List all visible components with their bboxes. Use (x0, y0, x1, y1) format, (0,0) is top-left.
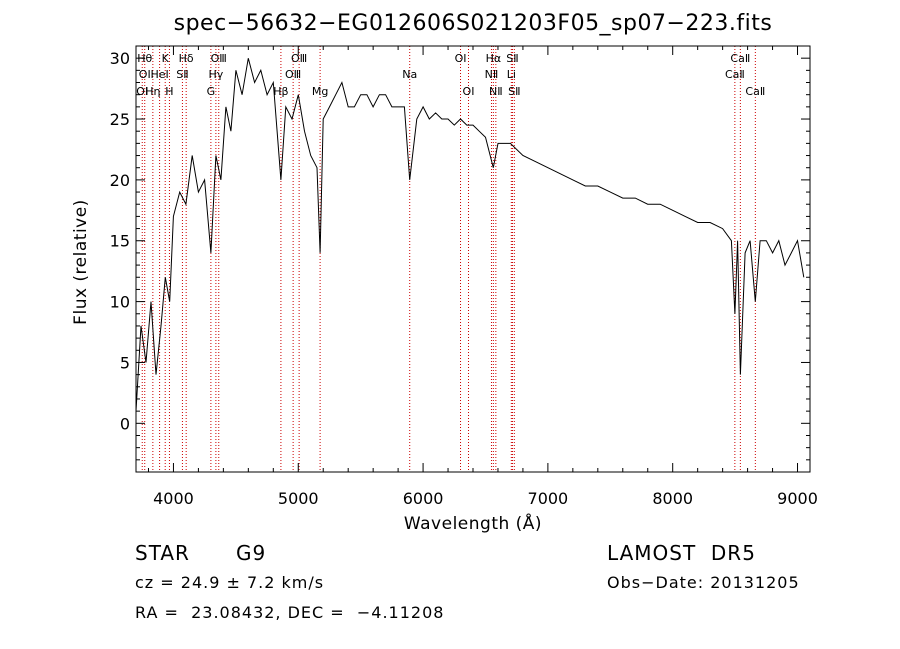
spectral-line-label: OⅠ (463, 85, 475, 98)
y-tick-label: 15 (110, 232, 130, 251)
spectral-line-label: SⅡ (176, 68, 188, 81)
object-class: STAR (135, 541, 190, 565)
spectral-line-label: Mg (312, 85, 328, 98)
y-tick-label: 30 (110, 49, 130, 68)
x-tick-label: 4000 (153, 489, 194, 508)
redshift-velocity: cz = 24.9 ± 7.2 km/s (135, 573, 325, 592)
x-tick-label: 7000 (528, 489, 569, 508)
spectral-line-label: Hδ (179, 52, 194, 65)
spectral-line-label: OⅢ (211, 52, 227, 65)
plot-frame (135, 45, 811, 473)
spectral-line-label: K (162, 52, 170, 65)
spectral-line-label: Li (507, 68, 516, 81)
spectral-line-label: OⅢ (285, 68, 301, 81)
spectral-line-label: H (165, 85, 173, 98)
object-subclass: G9 (236, 541, 267, 565)
spectral-line-label: OⅠ (136, 85, 148, 98)
spectral-line-label: OⅢ (291, 52, 307, 65)
survey-release: LAMOST DR5 (607, 541, 756, 565)
x-tick-label: 6000 (403, 489, 444, 508)
x-tick-label: 5000 (278, 489, 319, 508)
spectral-line-label: CaⅡ (745, 85, 765, 98)
spectral-line-markers (141, 46, 756, 472)
y-tick-label: 0 (120, 414, 130, 433)
spectral-line-label: NⅡ (485, 68, 499, 81)
x-axis-ticks: 4000 5000 6000 7000 8000 9000 (147, 46, 818, 508)
x-tick-label: 8000 (652, 489, 693, 508)
y-axis-label: Flux (relative) (71, 199, 91, 325)
x-axis-label: Wavelength (Å) (404, 512, 542, 534)
y-tick-label: 10 (110, 293, 130, 312)
spectrum-line (135, 58, 805, 412)
chart-title: spec−56632−EG012606S021203F05_sp07−223.f… (174, 11, 773, 36)
spectral-line-label: CaⅡ (725, 68, 745, 81)
spectral-line-label: OⅠ (139, 68, 151, 81)
spectral-line-label: Hγ (208, 68, 223, 81)
x-tick-label: 9000 (777, 489, 818, 508)
spectral-line-label: Hβ (273, 85, 288, 98)
y-tick-label: 20 (110, 171, 130, 190)
y-tick-label: 25 (110, 110, 130, 129)
spectral-line-label: CaⅡ (730, 52, 750, 65)
spectral-line-label: Hη (145, 85, 160, 98)
spectral-line-label: NⅡ (489, 85, 503, 98)
spectral-line-label: Hα (486, 52, 502, 65)
spectral-line-label: SⅡ (508, 85, 520, 98)
coordinates: RA = 23.08432, DEC = −4.11208 (135, 603, 445, 622)
observation-date: Obs−Date: 20131205 (607, 573, 800, 592)
spectral-line-label: G (207, 85, 216, 98)
spectral-line-label: HeⅠ (150, 68, 168, 81)
y-tick-label: 5 (120, 353, 130, 372)
spectral-line-label: OⅠ (455, 52, 467, 65)
spectral-line-label: SⅡ (506, 52, 518, 65)
spectral-line-labels: OⅠHθOⅠHηHeⅠKHSⅡHδGHγOⅢHβOⅢOⅢMgNaOⅠOⅠNⅡHα… (136, 52, 765, 98)
spectral-line-label: Na (402, 68, 417, 81)
y-axis-ticks: 0 5 10 15 20 25 30 (110, 45, 810, 473)
